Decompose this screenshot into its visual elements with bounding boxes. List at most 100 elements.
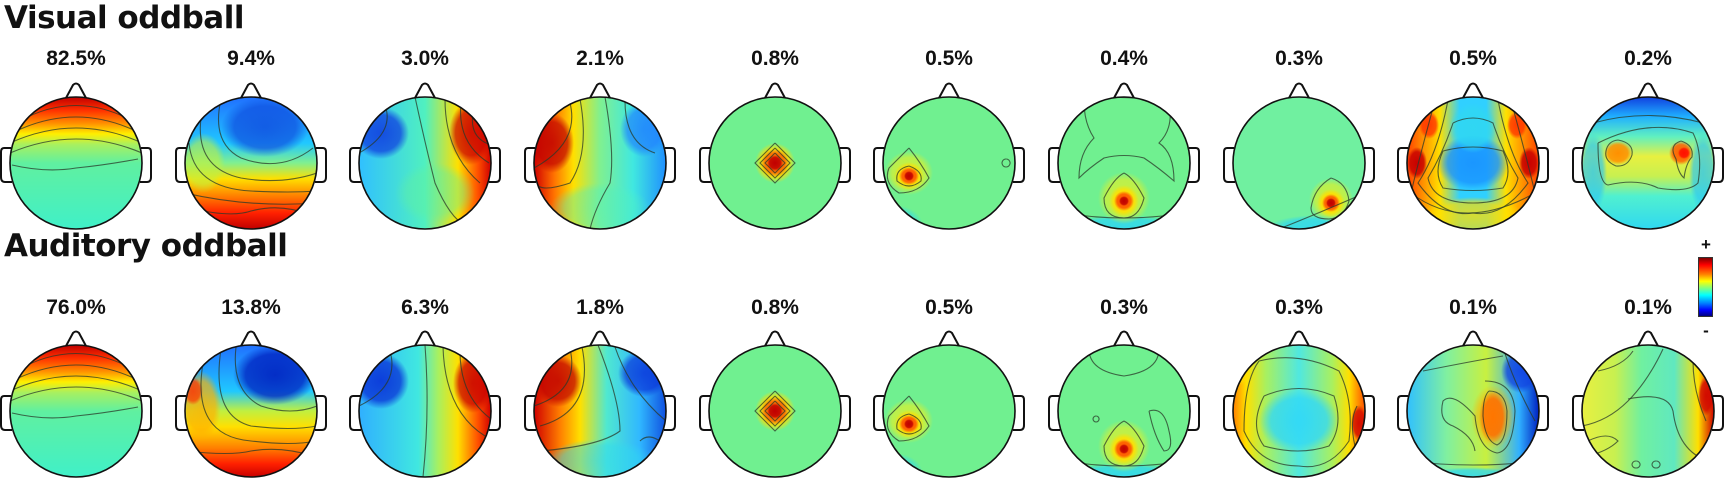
ear-left-icon <box>1048 395 1060 431</box>
nose-icon <box>65 82 87 99</box>
row-title: Visual oddball <box>4 0 244 36</box>
ear-left-icon <box>1223 395 1235 431</box>
ear-left-icon <box>349 147 361 183</box>
ear-left-icon <box>873 395 885 431</box>
scalp-topomap <box>1393 330 1553 491</box>
ear-right-icon <box>315 395 327 431</box>
variance-label: 76.0% <box>46 296 106 319</box>
ear-right-icon <box>1712 147 1724 183</box>
nose-icon <box>1462 82 1484 99</box>
scalp-topomap <box>869 330 1029 491</box>
ear-left-icon <box>0 147 12 183</box>
ear-right-icon <box>1013 395 1025 431</box>
variance-label: 0.5% <box>925 296 973 319</box>
ear-right-icon <box>1188 395 1200 431</box>
scalp-topomap <box>1044 82 1204 243</box>
colorbar <box>1698 257 1713 317</box>
scalp-topomap <box>0 330 156 491</box>
scalp-topomap <box>520 330 680 491</box>
nose-icon <box>65 330 87 347</box>
scalp-topomap <box>171 330 331 491</box>
nose-icon <box>240 330 262 347</box>
ear-left-icon <box>524 395 536 431</box>
nose-icon <box>938 330 960 347</box>
ear-right-icon <box>664 147 676 183</box>
nose-icon <box>589 82 611 99</box>
ear-left-icon <box>0 395 12 431</box>
ear-left-icon <box>873 147 885 183</box>
ear-right-icon <box>140 147 152 183</box>
ear-left-icon <box>524 147 536 183</box>
ear-left-icon <box>175 395 187 431</box>
ear-left-icon <box>1572 147 1584 183</box>
nose-icon <box>1113 330 1135 347</box>
scalp-topomap <box>0 82 156 243</box>
scalp-topomap <box>1568 330 1725 491</box>
scalp-topomap <box>520 82 680 243</box>
nose-icon <box>1288 82 1310 99</box>
variance-label: 6.3% <box>401 296 449 319</box>
nose-icon <box>414 330 436 347</box>
ear-right-icon <box>1013 147 1025 183</box>
ear-left-icon <box>1572 395 1584 431</box>
variance-label: 0.8% <box>751 296 799 319</box>
ear-left-icon <box>349 395 361 431</box>
variance-label: 82.5% <box>46 47 106 70</box>
variance-label: 0.3% <box>1275 296 1323 319</box>
variance-label: 13.8% <box>221 296 281 319</box>
ear-right-icon <box>315 147 327 183</box>
variance-label: 0.3% <box>1275 47 1323 70</box>
ear-left-icon <box>1048 147 1060 183</box>
variance-label: 0.8% <box>751 47 799 70</box>
ear-left-icon <box>1397 395 1409 431</box>
ear-right-icon <box>489 395 501 431</box>
ear-right-icon <box>489 147 501 183</box>
ear-left-icon <box>175 147 187 183</box>
variance-label: 0.3% <box>1100 296 1148 319</box>
scalp-topomap <box>1568 82 1725 243</box>
scalp-topomap <box>695 330 855 491</box>
variance-label: 3.0% <box>401 47 449 70</box>
ear-right-icon <box>1363 395 1375 431</box>
nose-icon <box>1637 330 1659 347</box>
variance-label: 0.5% <box>1449 47 1497 70</box>
nose-icon <box>240 82 262 99</box>
nose-icon <box>1462 330 1484 347</box>
ear-right-icon <box>140 395 152 431</box>
ear-right-icon <box>1537 147 1549 183</box>
variance-label: 2.1% <box>576 47 624 70</box>
scalp-topomap <box>345 82 505 243</box>
nose-icon <box>589 330 611 347</box>
variance-label: 9.4% <box>227 47 275 70</box>
scalp-topomap <box>1219 330 1379 491</box>
ear-right-icon <box>664 395 676 431</box>
ear-right-icon <box>1712 395 1724 431</box>
ear-left-icon <box>1397 147 1409 183</box>
scalp-topomap <box>1219 82 1379 243</box>
colorbar-plus-label: + <box>1701 235 1711 254</box>
scalp-topomap <box>695 82 855 243</box>
nose-icon <box>764 82 786 99</box>
scalp-topomap <box>1044 330 1204 491</box>
scalp-topomap <box>345 330 505 491</box>
variance-label: 1.8% <box>576 296 624 319</box>
nose-icon <box>414 82 436 99</box>
ear-left-icon <box>1223 147 1235 183</box>
colorbar-minus-label: - <box>1703 321 1709 340</box>
variance-label: 0.4% <box>1100 47 1148 70</box>
ear-right-icon <box>1188 147 1200 183</box>
nose-icon <box>1288 330 1310 347</box>
variance-label: 0.2% <box>1624 47 1672 70</box>
nose-icon <box>938 82 960 99</box>
nose-icon <box>1637 82 1659 99</box>
scalp-topomap <box>171 82 331 243</box>
row-title: Auditory oddball <box>4 228 288 264</box>
variance-label: 0.1% <box>1449 296 1497 319</box>
ear-right-icon <box>839 395 851 431</box>
ear-right-icon <box>1363 147 1375 183</box>
nose-icon <box>764 330 786 347</box>
variance-label: 0.1% <box>1624 296 1672 319</box>
scalp-topomap <box>869 82 1029 243</box>
ear-right-icon <box>1537 395 1549 431</box>
ear-left-icon <box>699 147 711 183</box>
